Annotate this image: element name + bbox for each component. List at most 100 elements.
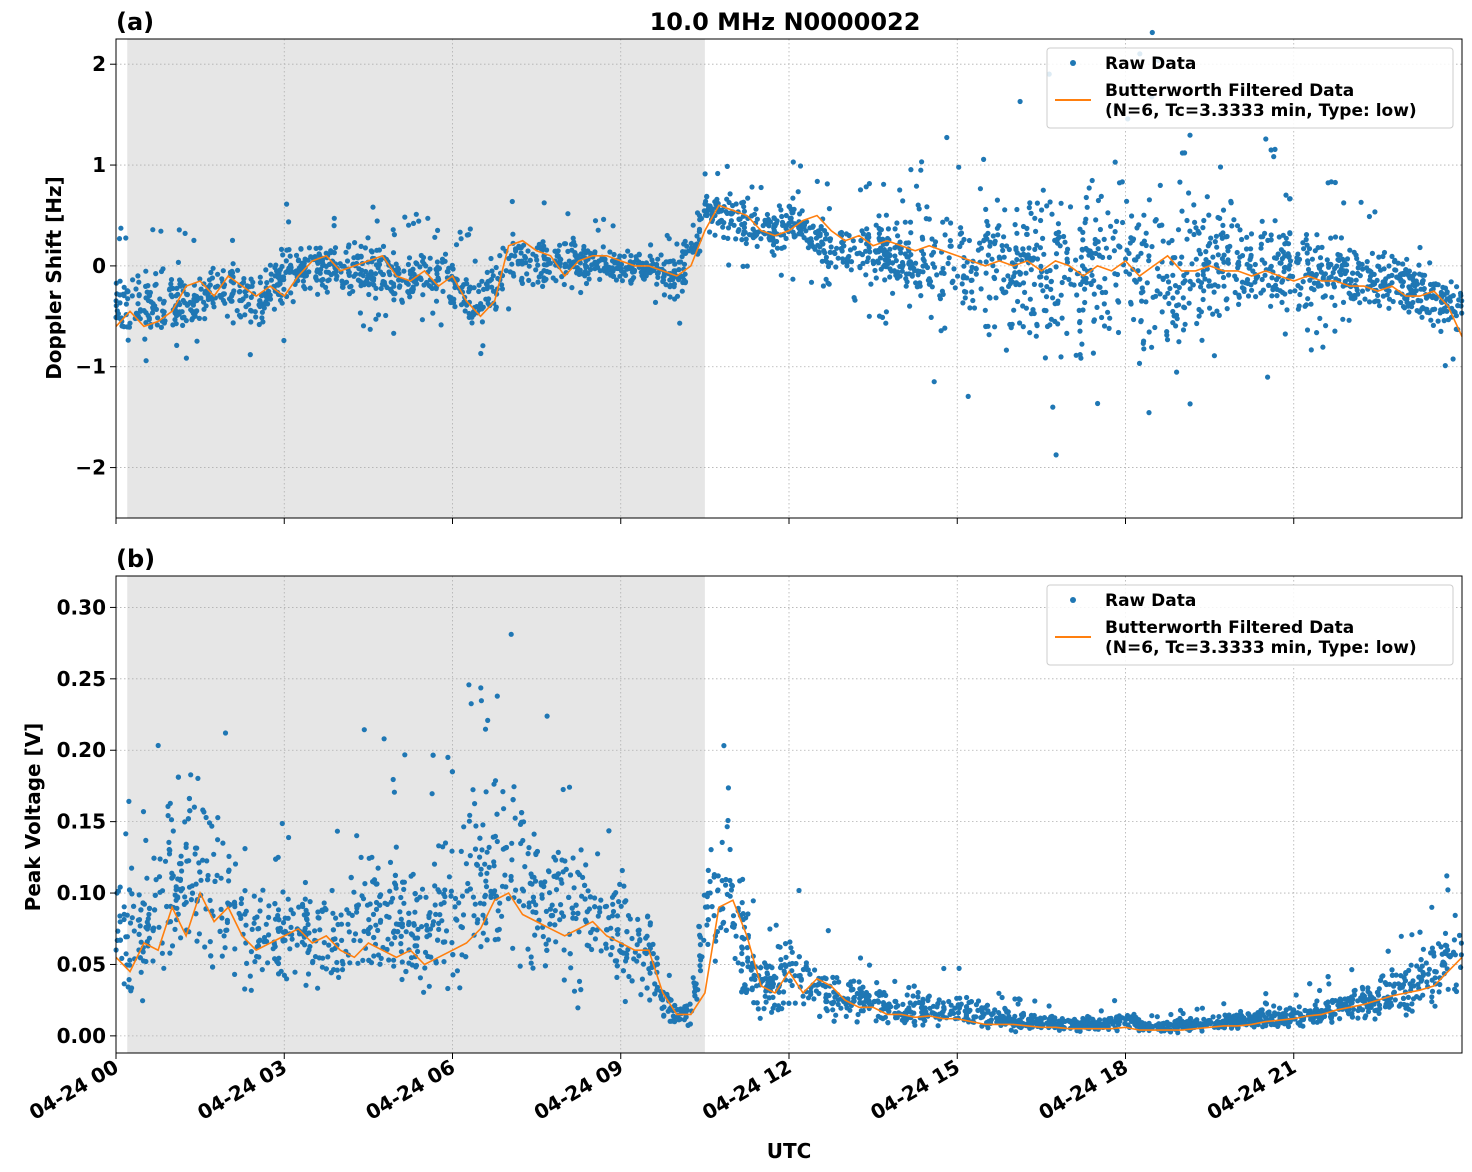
raw-data-point [1201,288,1207,294]
raw-data-point [281,286,287,292]
raw-data-point [1078,281,1084,287]
raw-data-point [174,285,180,291]
raw-data-point [494,838,500,845]
raw-data-point [739,237,745,243]
raw-data-point [947,238,954,244]
raw-data-point [628,278,634,284]
raw-data-point [1048,316,1054,322]
raw-data-point [1212,282,1218,288]
raw-data-point [1207,305,1213,311]
raw-data-point [908,1009,914,1015]
raw-data-point [823,254,830,260]
raw-data-point [1248,231,1255,237]
raw-data-point [969,289,975,295]
raw-data-point [631,267,638,273]
raw-data-point [248,294,254,300]
raw-data-point [364,902,371,908]
raw-data-point [439,259,446,265]
raw-data-point [414,896,420,902]
raw-data-point [1084,204,1090,210]
raw-data-point [1416,262,1422,268]
raw-data-point [1375,292,1381,298]
raw-data-point [1186,300,1192,306]
raw-data-point [1082,286,1088,292]
raw-data-point [902,219,908,225]
raw-data-point [1061,274,1068,280]
raw-data-point [126,798,132,805]
raw-data-point [243,922,249,928]
raw-data-point [405,261,411,268]
raw-data-point [1372,1016,1378,1022]
raw-data-point [257,908,263,914]
raw-data-point [373,271,379,277]
raw-data-point [490,273,496,279]
raw-data-point [202,944,208,950]
raw-data-point [117,292,123,298]
raw-data-point [1133,279,1139,285]
raw-data-point [1210,254,1216,260]
raw-data-point [769,249,775,255]
raw-data-point [875,260,882,266]
raw-data-point [1058,354,1064,360]
raw-data-point [470,894,476,900]
raw-data-point [406,960,412,966]
raw-data-point [831,980,838,986]
raw-data-point [220,268,226,274]
raw-data-point [987,243,993,249]
raw-data-point [851,295,857,301]
raw-data-point [712,232,718,238]
raw-data-point [124,912,130,918]
raw-data-point [156,924,162,930]
raw-data-point [934,272,940,278]
raw-data-point [855,1011,861,1018]
raw-data-point [235,267,241,273]
raw-data-point [207,939,213,945]
raw-data-point [376,261,383,268]
raw-data-point [658,252,664,258]
raw-data-point [915,202,921,208]
raw-data-point [781,244,787,250]
raw-data-point [918,293,924,299]
raw-data-point [1233,276,1239,282]
raw-data-point [553,887,560,893]
raw-data-point [778,272,784,278]
raw-data-point [614,974,620,981]
raw-data-point [288,290,294,296]
raw-data-point [1398,933,1404,939]
raw-data-point [338,921,345,927]
raw-data-point [423,263,429,269]
raw-data-point [902,1020,908,1026]
raw-data-point [966,237,973,244]
raw-data-point [940,291,946,297]
raw-data-point [909,273,915,279]
raw-data-point [1012,996,1018,1002]
raw-data-point [246,284,252,290]
raw-data-point [129,293,135,299]
raw-data-point [1269,293,1275,299]
raw-data-point [1450,293,1456,299]
raw-data-point [158,324,164,330]
raw-data-point [486,864,492,870]
raw-data-point [375,865,381,871]
raw-data-point [146,293,153,299]
raw-data-point [267,292,273,298]
raw-data-point [767,219,774,225]
raw-data-point [1154,1014,1160,1020]
raw-data-point [726,262,732,268]
raw-data-point [1120,219,1126,226]
raw-data-point [133,286,139,292]
raw-data-point [448,299,454,306]
raw-data-point [412,909,418,915]
raw-data-point [263,921,269,927]
raw-data-point [833,1012,839,1018]
raw-data-point [904,279,910,285]
raw-data-point [1146,410,1152,416]
raw-data-point [454,968,460,974]
raw-data-point [799,231,805,237]
raw-data-point [334,273,340,279]
raw-data-point [119,323,125,329]
raw-data-point [1013,245,1019,251]
raw-data-point [1040,235,1046,241]
raw-data-point [467,853,473,859]
raw-data-point [466,682,472,688]
